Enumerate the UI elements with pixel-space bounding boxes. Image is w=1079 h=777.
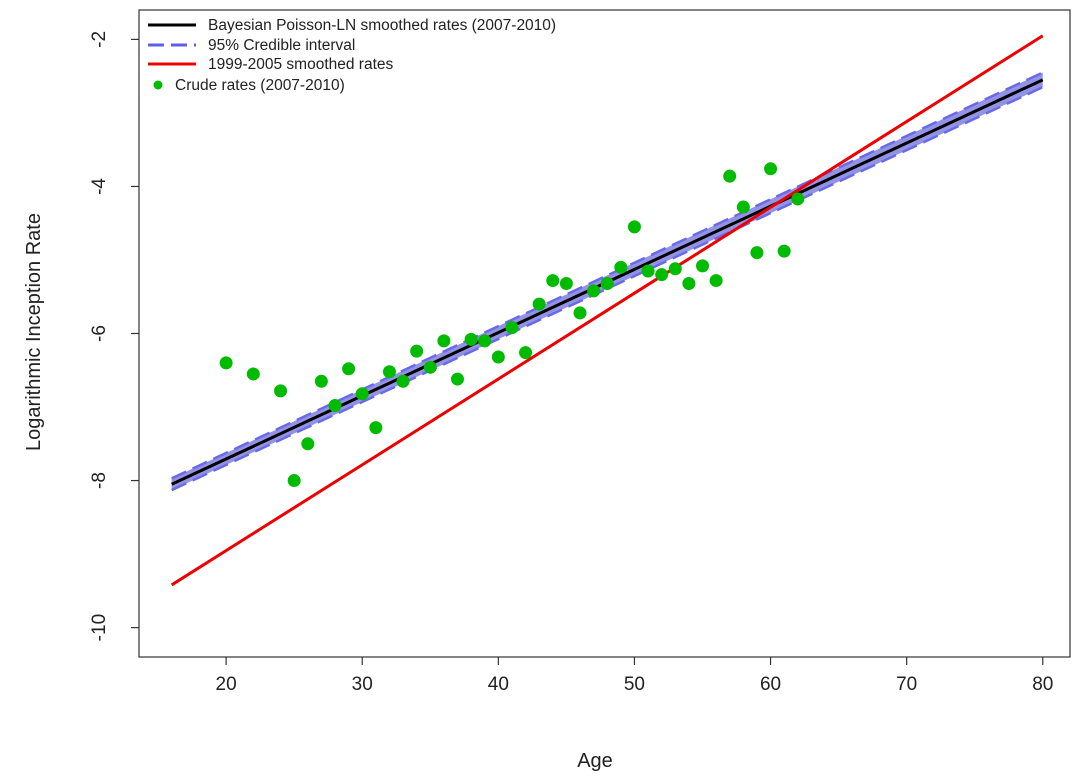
crude-rate-point: [573, 306, 587, 320]
legend: Bayesian Poisson-LN smoothed rates (2007…: [148, 17, 556, 94]
crude-rate-point: [696, 259, 709, 273]
crude-rate-point: [491, 350, 505, 364]
crude-rate-point: [600, 277, 614, 291]
crude-rate-point: [587, 284, 601, 298]
crude-rate-point: [559, 277, 573, 291]
x-tick-label: 50: [624, 674, 645, 695]
crude-rate-point: [709, 274, 723, 288]
crude-rate-point: [314, 374, 328, 388]
y-tick-label: -2: [89, 31, 110, 48]
plot-area: [138, 9, 1071, 658]
crude-rate-point: [478, 334, 492, 348]
x-tick-label: 30: [352, 674, 373, 695]
legend-label-smoothed: Bayesian Poisson-LN smoothed rates (2007…: [208, 17, 556, 34]
crude-rate-point: [736, 200, 750, 214]
x-tick-label: 70: [896, 674, 917, 695]
crude-rate-point: [451, 372, 464, 386]
crude-rate-point: [519, 346, 533, 360]
credible-interval-upper-bound: [171, 71, 1044, 480]
x-tick-label: 60: [760, 674, 781, 695]
legend-label-credible-interval: 95% Credible interval: [208, 37, 355, 54]
crude-rate-point: [369, 421, 383, 435]
y-tick-label: -4: [89, 178, 110, 195]
x-tick-label: 80: [1032, 674, 1053, 695]
smoothed-rates-1999-2005-line: [170, 34, 1044, 587]
crude-rate-point: [723, 169, 737, 183]
crude-rate-point: [627, 220, 641, 234]
crude-rate-point: [532, 297, 546, 311]
x-axis: 20 30 40 50 60 70 80: [216, 657, 1053, 695]
crude-rate-point: [301, 437, 315, 451]
crude-rate-point: [287, 474, 301, 488]
legend-swatch-crude-rates: [153, 80, 163, 90]
x-axis-title: Age: [577, 750, 613, 772]
crude-rate-point: [246, 367, 260, 381]
crude-rate-point: [546, 274, 560, 288]
legend-label-1999-2005: 1999-2005 smoothed rates: [208, 56, 394, 73]
x-tick-label: 20: [216, 674, 237, 695]
crude-rate-points: [219, 162, 805, 488]
crude-rate-point: [464, 332, 478, 346]
crude-rate-point: [396, 374, 410, 388]
crude-rate-point: [410, 344, 424, 358]
crude-rate-point: [437, 334, 451, 348]
crude-rate-point: [777, 244, 791, 258]
y-tick-label: -10: [89, 614, 110, 641]
crude-rate-point: [355, 387, 369, 401]
crude-rate-point: [423, 360, 437, 374]
crude-rate-point: [641, 264, 655, 278]
y-tick-label: -6: [89, 325, 110, 342]
crude-rate-point: [382, 365, 396, 379]
crude-rate-point: [219, 356, 233, 370]
crude-rate-point: [505, 321, 519, 335]
crude-rate-point: [655, 268, 669, 282]
crude-rate-point: [328, 399, 342, 413]
crude-rate-point: [342, 362, 356, 376]
crude-rate-point: [764, 162, 778, 176]
y-axis-title: Logarithmic Inception Rate: [23, 213, 45, 451]
x-tick-label: 40: [488, 674, 509, 695]
crude-rate-point: [750, 246, 764, 260]
y-axis: -10 -8 -6 -4 -2: [89, 31, 139, 641]
crude-rate-point: [668, 262, 682, 276]
crude-rate-point: [791, 192, 805, 206]
crude-rate-point: [614, 260, 628, 274]
y-tick-label: -8: [89, 472, 110, 489]
legend-label-crude-rates: Crude rates (2007-2010): [175, 77, 345, 94]
crude-rate-point: [682, 277, 696, 291]
line-layer: [170, 34, 1044, 587]
crude-rate-point: [274, 384, 288, 398]
